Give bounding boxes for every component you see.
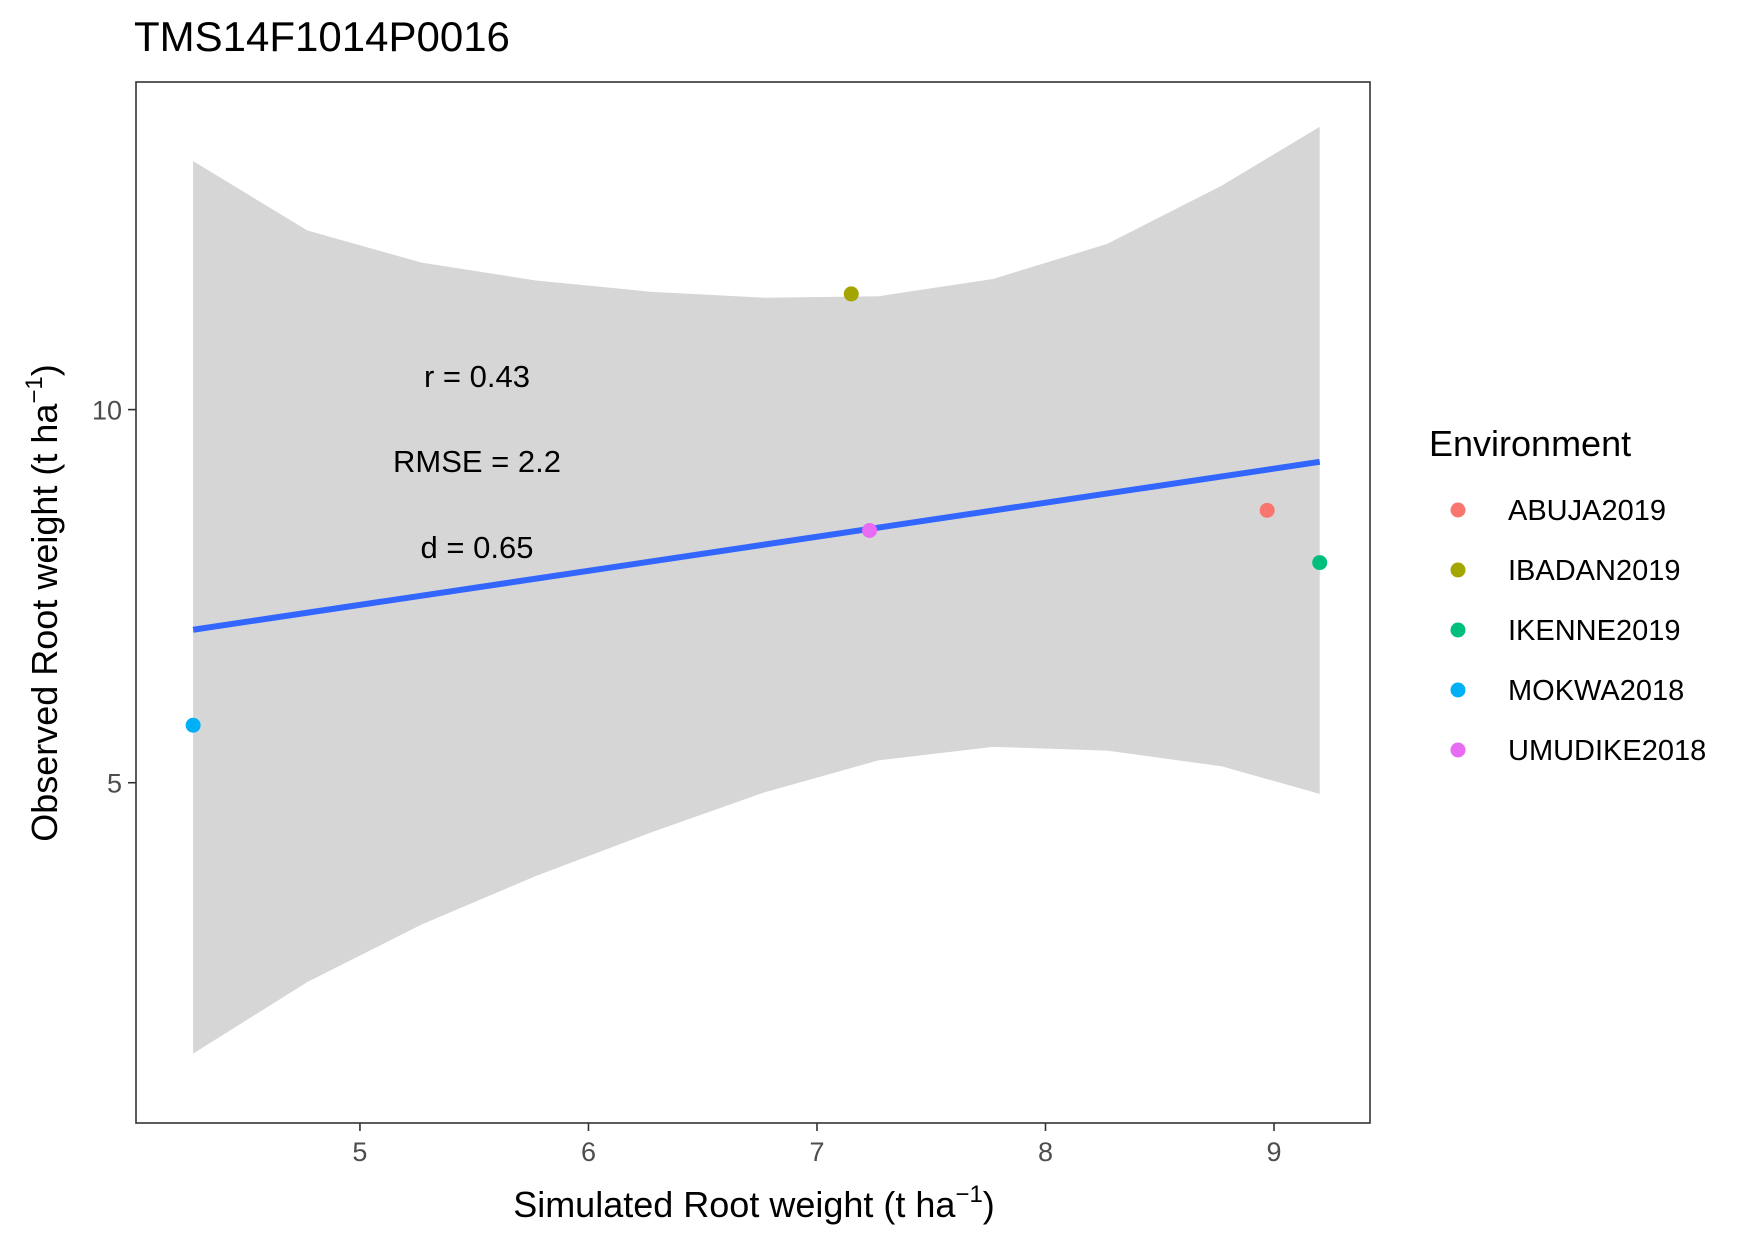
legend-item: IKENNE2019 xyxy=(1450,615,1681,647)
legend-item: ABUJA2019 xyxy=(1450,495,1666,527)
legend-title: Environment xyxy=(1429,423,1631,464)
y-tick-label: 10 xyxy=(92,396,122,426)
x-tick-label: 7 xyxy=(809,1137,824,1167)
annotation-rmse: RMSE = 2.2 xyxy=(393,444,561,479)
x-tick-label: 6 xyxy=(581,1137,596,1167)
x-tick-label: 8 xyxy=(1038,1137,1053,1167)
point-mokwa2018 xyxy=(185,717,201,733)
legend: Environment ABUJA2019 IBADAN2019 IKENNE201… xyxy=(1429,423,1706,767)
y-axis-label: Observed Root weight (t ha−1) xyxy=(21,364,65,842)
x-axis: 5 6 7 8 9 xyxy=(352,1123,1282,1167)
point-umudike2018 xyxy=(862,522,878,538)
x-axis-label: Simulated Root weight (t ha−1) xyxy=(513,1181,995,1225)
point-ibadan2019 xyxy=(843,286,859,302)
annotation-d: d = 0.65 xyxy=(421,530,534,565)
legend-key xyxy=(1450,502,1466,518)
legend-label: ABUJA2019 xyxy=(1508,495,1666,527)
legend-item: UMUDIKE2018 xyxy=(1450,735,1706,767)
legend-label: UMUDIKE2018 xyxy=(1508,735,1706,767)
legend-key xyxy=(1450,562,1466,578)
y-axis: 5 10 xyxy=(92,396,136,799)
stats-annotations: r = 0.43 RMSE = 2.2 d = 0.65 xyxy=(393,359,561,565)
x-tick-label: 9 xyxy=(1267,1137,1282,1167)
plot-area xyxy=(135,81,1371,1124)
chart-title: TMS14F1014P0016 xyxy=(134,13,510,60)
plot-border xyxy=(135,81,1371,1124)
legend-item: MOKWA2018 xyxy=(1450,675,1684,707)
legend-key xyxy=(1450,742,1466,758)
legend-label: MOKWA2018 xyxy=(1508,675,1684,707)
data-points xyxy=(185,286,1328,733)
point-ikenne2019 xyxy=(1312,555,1328,571)
legend-label: IKENNE2019 xyxy=(1508,615,1681,647)
legend-key xyxy=(1450,682,1466,698)
confidence-band xyxy=(193,126,1320,1054)
regression-line xyxy=(192,458,1321,633)
y-tick-label: 5 xyxy=(107,769,122,799)
point-abuja2019 xyxy=(1259,502,1275,518)
legend-label: IBADAN2019 xyxy=(1508,555,1681,587)
annotation-r: r = 0.43 xyxy=(424,359,530,394)
legend-key xyxy=(1450,622,1466,638)
x-tick-label: 5 xyxy=(352,1137,367,1167)
legend-item: IBADAN2019 xyxy=(1450,555,1681,587)
